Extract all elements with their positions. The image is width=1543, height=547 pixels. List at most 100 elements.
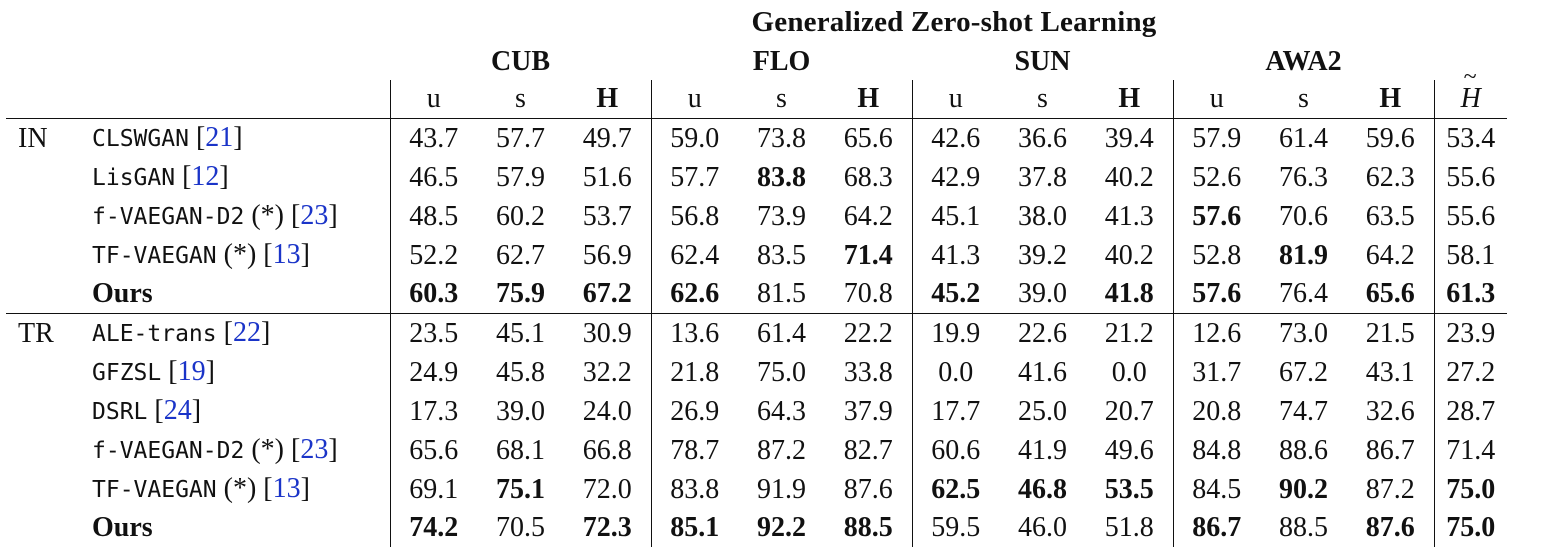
score-cell: 71.4 bbox=[843, 239, 893, 271]
citation-link[interactable]: 13 bbox=[272, 473, 301, 504]
score-cell: 17.3 bbox=[389, 392, 477, 431]
score-cell: 49.6 bbox=[1104, 434, 1154, 466]
score-cell: 87.2 bbox=[757, 434, 806, 466]
harmonic-mean-cell: 23.9 bbox=[1433, 313, 1507, 353]
score-cell: 74.7 bbox=[1279, 395, 1328, 427]
score-cell: 52.2 bbox=[389, 236, 477, 275]
table-row: TR ALE-trans [22] 23.5 45.1 30.9 13.6 61.4 22.2… bbox=[6, 313, 1507, 353]
score-cell: 63.5 bbox=[1365, 200, 1415, 232]
group-label bbox=[6, 431, 84, 470]
score-cell: 70.6 bbox=[1279, 200, 1328, 232]
metric-header-h: H bbox=[596, 83, 619, 114]
score-cell: 24.0 bbox=[582, 395, 632, 427]
score-cell: 78.7 bbox=[650, 431, 738, 470]
score-cell: 41.8 bbox=[1104, 278, 1154, 309]
score-cell: 30.9 bbox=[564, 313, 651, 353]
group-label bbox=[6, 392, 84, 431]
table-row: Ours 60.3 75.9 67.2 62.6 81.5 70.8 45.2 39.0 41.8… bbox=[6, 275, 1507, 314]
score-cell: 51.6 bbox=[582, 161, 632, 193]
score-cell: 51.8 bbox=[1104, 512, 1154, 543]
citation-link[interactable]: 24 bbox=[163, 395, 192, 426]
score-cell: 57.7 bbox=[650, 158, 738, 197]
group-label bbox=[6, 470, 84, 509]
citation-link[interactable]: 19 bbox=[177, 356, 206, 387]
score-cell: 20.8 bbox=[1172, 392, 1260, 431]
method-name-cell: DSRL [24] bbox=[84, 392, 390, 431]
score-cell: 52.6 bbox=[1172, 158, 1260, 197]
score-cell: 32.6 bbox=[1365, 395, 1415, 427]
citation-link[interactable]: 23 bbox=[300, 434, 329, 465]
table-title: Generalized Zero-shot Learning bbox=[751, 6, 1157, 38]
score-cell: 57.6 bbox=[1172, 197, 1260, 236]
score-cell: 69.1 bbox=[389, 470, 477, 509]
dataset-header-row: CUB FLO SUN AWA2 bbox=[6, 44, 1507, 80]
metric-header-h: H bbox=[1118, 83, 1141, 114]
score-cell: 86.7 bbox=[1365, 434, 1415, 466]
method-name-cell: ALE-trans [22] bbox=[84, 313, 390, 353]
harmonic-mean-cell: 58.1 bbox=[1433, 236, 1507, 275]
score-cell: 88.5 bbox=[843, 512, 893, 543]
metric-header-u: u bbox=[911, 80, 999, 119]
score-cell: 87.6 bbox=[1365, 512, 1415, 543]
citation-link[interactable]: 21 bbox=[205, 122, 234, 153]
citation: [19] bbox=[168, 356, 215, 387]
score-cell: 25.0 bbox=[1018, 395, 1067, 427]
metric-header-s: s bbox=[515, 83, 526, 114]
method-suffix: (*) bbox=[223, 239, 257, 270]
citation: [24] bbox=[154, 395, 202, 426]
score-cell: 62.5 bbox=[911, 470, 999, 509]
score-cell: 86.7 bbox=[1172, 509, 1260, 547]
table-row: f-VAEGAN-D2 (*) [23] 48.5 60.2 53.7 56.8 73.9… bbox=[6, 197, 1507, 236]
dataset-header-flo: FLO bbox=[752, 46, 811, 77]
score-cell: 32.2 bbox=[582, 356, 632, 388]
table-row: f-VAEGAN-D2 (*) [23] 65.6 68.1 66.8 78.7 87.2… bbox=[6, 431, 1507, 470]
score-cell: 73.8 bbox=[738, 118, 825, 158]
score-cell: 56.8 bbox=[650, 197, 738, 236]
method-name-cell: f-VAEGAN-D2 (*) [23] bbox=[84, 197, 390, 236]
citation: [23] bbox=[290, 434, 338, 465]
gzsl-results-table: CUB FLO SUN AWA2 u s H u s H u s H u s H bbox=[6, 44, 1507, 547]
harmonic-mean-cell: 75.0 bbox=[1433, 470, 1507, 509]
score-cell: 64.3 bbox=[757, 395, 806, 427]
score-cell: 73.9 bbox=[757, 200, 806, 232]
citation-link[interactable]: 12 bbox=[191, 161, 220, 192]
dataset-header-awa2: AWA2 bbox=[1265, 46, 1342, 77]
citation: [13] bbox=[263, 239, 310, 270]
score-cell: 59.6 bbox=[1347, 118, 1434, 158]
harmonic-mean-cell: 55.6 bbox=[1433, 158, 1507, 197]
score-cell: 21.8 bbox=[650, 353, 738, 392]
dataset-header-sun: SUN bbox=[1014, 46, 1071, 77]
score-cell: 64.2 bbox=[1365, 239, 1415, 271]
score-cell: 22.2 bbox=[825, 313, 912, 353]
score-cell: 42.6 bbox=[911, 118, 999, 158]
method-name-cell: Ours bbox=[84, 275, 390, 314]
score-cell: 17.7 bbox=[911, 392, 999, 431]
score-cell: 70.8 bbox=[843, 278, 893, 309]
score-cell: 33.8 bbox=[843, 356, 893, 388]
harmonic-mean-cell: 71.4 bbox=[1433, 431, 1507, 470]
score-cell: 39.2 bbox=[1018, 239, 1067, 271]
score-cell: 41.3 bbox=[911, 236, 999, 275]
score-cell: 88.6 bbox=[1279, 434, 1328, 466]
table-row: IN CLSWGAN [21] 43.7 57.7 49.7 59.0 73.8 65.6 42… bbox=[6, 118, 1507, 158]
score-cell: 45.2 bbox=[911, 275, 999, 314]
method-name-cell: TF-VAEGAN (*) [13] bbox=[84, 470, 390, 509]
score-cell: 23.5 bbox=[389, 313, 477, 353]
method-name-cell: Ours bbox=[84, 509, 390, 547]
citation-link[interactable]: 23 bbox=[300, 200, 329, 231]
score-cell: 61.4 bbox=[1260, 118, 1347, 158]
citation-link[interactable]: 22 bbox=[232, 317, 261, 348]
score-cell: 75.1 bbox=[496, 473, 545, 505]
citation-link[interactable]: 13 bbox=[272, 239, 301, 270]
method-suffix: (*) bbox=[223, 473, 257, 504]
score-cell: 61.4 bbox=[738, 313, 825, 353]
group-label bbox=[6, 353, 84, 392]
method-name: f-VAEGAN-D2 bbox=[92, 204, 245, 230]
score-cell: 72.0 bbox=[582, 473, 632, 505]
score-cell: 41.9 bbox=[1018, 434, 1067, 466]
score-cell: 88.5 bbox=[1279, 512, 1328, 543]
citation: [13] bbox=[263, 473, 310, 504]
score-cell: 65.6 bbox=[825, 118, 912, 158]
score-cell: 49.7 bbox=[564, 118, 651, 158]
score-cell: 76.3 bbox=[1279, 161, 1328, 193]
